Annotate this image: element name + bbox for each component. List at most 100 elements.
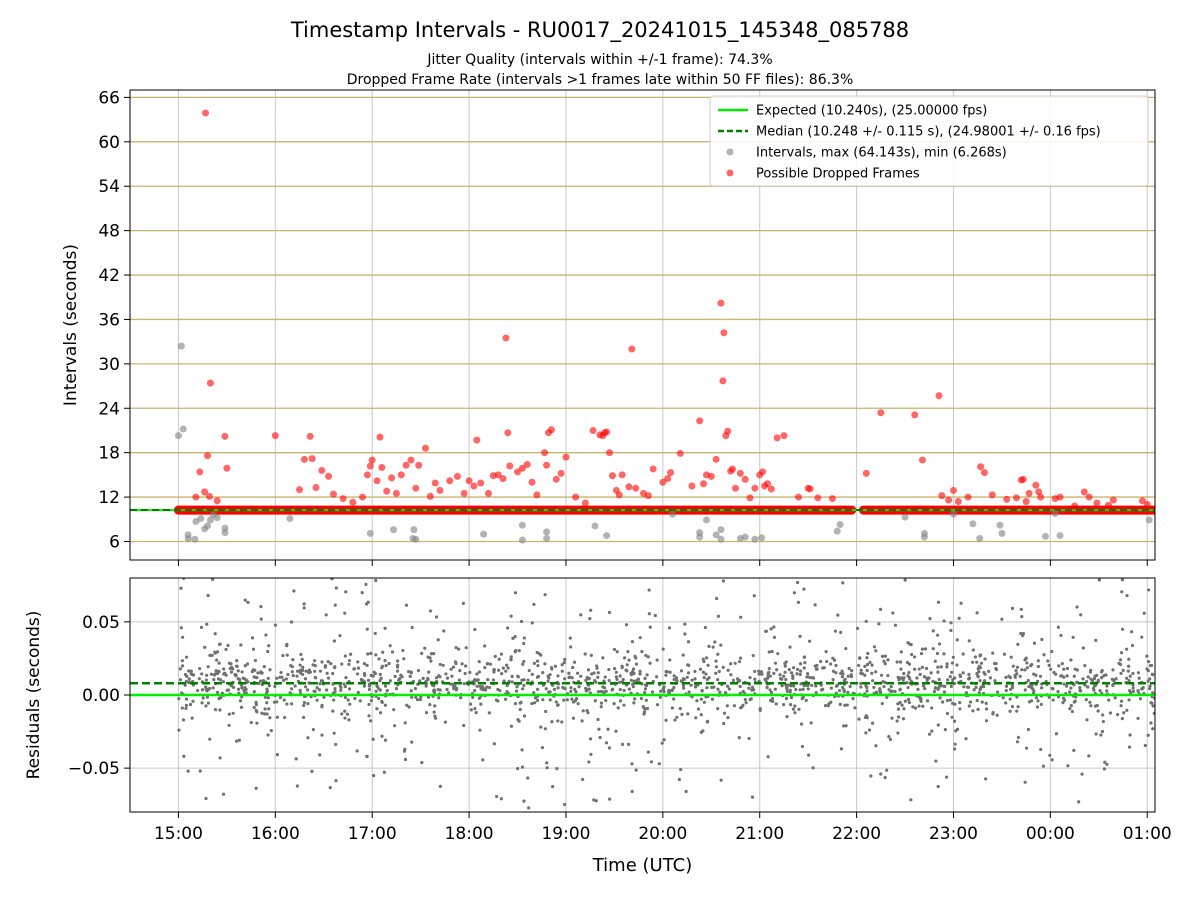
- interval-point: [206, 516, 214, 524]
- residual-point: [660, 741, 664, 745]
- residual-point: [737, 660, 742, 664]
- residual-point: [953, 702, 957, 706]
- residual-point: [839, 747, 844, 751]
- residual-point: [450, 682, 455, 686]
- residual-point: [1004, 688, 1008, 693]
- residual-point: [567, 675, 571, 680]
- residual-point: [975, 671, 979, 676]
- residual-point: [585, 708, 589, 713]
- residual-point: [949, 628, 953, 633]
- residual-point: [805, 683, 809, 687]
- residual-point: [463, 671, 467, 676]
- residual-point: [364, 602, 369, 606]
- residual-point: [1120, 627, 1125, 631]
- residual-point: [759, 670, 764, 674]
- dropped-frame-point: [376, 433, 384, 441]
- residual-point: [967, 704, 971, 708]
- residual-point: [984, 707, 989, 711]
- residual-point: [993, 679, 997, 683]
- residual-point: [958, 700, 962, 705]
- residual-point: [598, 735, 602, 740]
- dropped-frame-point: [954, 498, 962, 506]
- residual-point: [404, 603, 409, 607]
- dropped-frame-point: [828, 495, 836, 503]
- dropped-frame-point: [581, 499, 589, 507]
- residual-point: [638, 636, 642, 640]
- residual-point: [1069, 704, 1073, 708]
- residual-point: [379, 676, 383, 680]
- residual-point: [239, 705, 244, 709]
- residual-point: [796, 600, 800, 604]
- interval-point: [390, 526, 398, 534]
- residual-point: [646, 655, 650, 659]
- residual-point: [322, 695, 326, 699]
- residual-point: [285, 644, 289, 648]
- residual-point: [867, 728, 872, 732]
- residual-point: [1077, 800, 1081, 804]
- residual-point: [928, 617, 932, 621]
- dropped-frame-point: [1080, 488, 1088, 496]
- interval-point: [1051, 509, 1059, 517]
- dropped-frame-point: [632, 484, 640, 492]
- residual-point: [1008, 709, 1012, 713]
- residual-point: [315, 698, 319, 702]
- residual-point: [679, 669, 684, 673]
- residual-point: [275, 715, 280, 719]
- residual-point: [670, 706, 674, 710]
- residual-point: [726, 668, 730, 672]
- residual-point: [378, 688, 382, 692]
- residual-point: [569, 689, 573, 693]
- residual-point: [213, 651, 217, 655]
- dropped-frame-point: [1071, 502, 1079, 510]
- residual-point: [572, 660, 577, 664]
- residual-point: [918, 672, 922, 677]
- residual-point: [234, 739, 239, 743]
- residual-point: [231, 711, 235, 715]
- residual-point: [1010, 705, 1015, 709]
- residual-point: [675, 715, 679, 719]
- residual-point: [364, 582, 368, 586]
- residual-point: [807, 753, 811, 757]
- residual-point: [1136, 716, 1140, 721]
- residual-point: [1069, 686, 1073, 690]
- dropped-frame-point: [980, 469, 988, 477]
- dropped-frame-point: [504, 429, 512, 437]
- residual-point: [1023, 780, 1027, 784]
- residual-point: [1011, 664, 1015, 668]
- residual-point: [667, 626, 672, 630]
- residual-point: [407, 669, 411, 674]
- residual-point: [898, 687, 902, 691]
- residual-point: [644, 653, 648, 658]
- residual-point: [631, 682, 635, 686]
- residual-point: [640, 650, 644, 654]
- residual-point: [499, 652, 503, 656]
- residual-point: [1032, 672, 1036, 676]
- residual-point: [767, 670, 771, 675]
- residual-point: [243, 598, 247, 602]
- residual-point: [773, 687, 777, 691]
- residual-point: [369, 719, 373, 723]
- residual-point: [1049, 667, 1053, 671]
- residual-point: [180, 659, 185, 663]
- residual-point: [879, 673, 884, 677]
- residual-point: [589, 608, 593, 612]
- residual-point: [760, 672, 764, 676]
- residual-point: [1047, 663, 1051, 667]
- residual-point: [1026, 727, 1031, 732]
- residual-point: [919, 699, 923, 703]
- residual-point: [275, 700, 279, 704]
- residual-point: [381, 650, 385, 654]
- interval-point: [696, 529, 704, 537]
- residual-point: [1041, 764, 1045, 768]
- residual-point: [763, 677, 767, 681]
- residual-point: [601, 690, 605, 694]
- residual-point: [405, 703, 409, 707]
- residual-point: [679, 679, 683, 683]
- residual-point: [910, 652, 914, 657]
- residual-point: [686, 671, 691, 675]
- residual-point: [773, 661, 778, 665]
- residual-point: [537, 652, 542, 656]
- interval-point: [717, 526, 725, 534]
- residual-point: [1085, 718, 1089, 722]
